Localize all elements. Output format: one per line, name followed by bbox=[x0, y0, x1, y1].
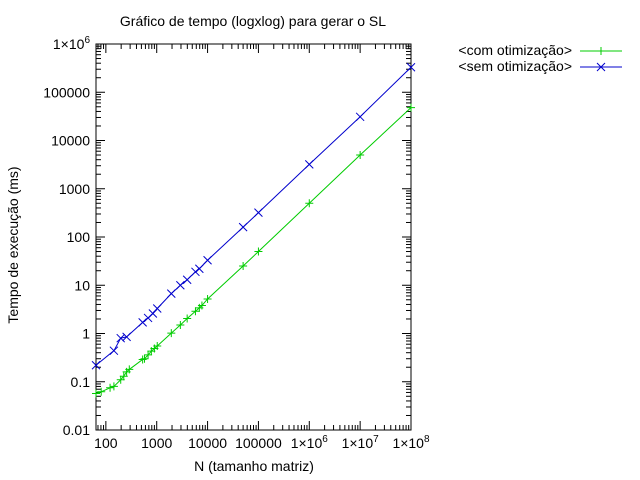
plot-frame bbox=[95, 43, 412, 431]
series-line bbox=[95, 66, 412, 366]
data-point bbox=[152, 304, 162, 313]
data-point bbox=[166, 289, 176, 298]
y-tick-label: 100000 bbox=[43, 84, 90, 100]
data-point bbox=[203, 255, 212, 265]
x-axis: 100 1000 10000 100000 1×106 1×107 1×108 bbox=[94, 44, 430, 451]
chart-title: Gráfico de tempo (logxlog) para gerar o … bbox=[120, 13, 386, 29]
legend-marker bbox=[597, 47, 605, 55]
data-point bbox=[144, 350, 153, 359]
series-layer bbox=[91, 62, 416, 398]
y-tick-label: 0.01 bbox=[63, 422, 90, 438]
data-point bbox=[138, 355, 147, 364]
x-tick-label: 1000 bbox=[141, 435, 172, 451]
data-point bbox=[122, 332, 131, 342]
data-point bbox=[176, 321, 185, 330]
x-axis-label: N (tamanho matriz) bbox=[194, 458, 314, 474]
data-point bbox=[116, 333, 126, 343]
data-point bbox=[407, 103, 415, 112]
y-axis-label: Tempo de execução (ms) bbox=[5, 166, 21, 323]
series-line bbox=[95, 107, 412, 395]
data-point bbox=[167, 329, 176, 338]
data-point bbox=[197, 301, 206, 310]
data-point bbox=[175, 280, 185, 290]
data-point bbox=[183, 314, 192, 323]
x-tick-label: 1×106 bbox=[291, 434, 329, 451]
data-point bbox=[305, 199, 314, 208]
data-point bbox=[119, 372, 128, 381]
data-point bbox=[239, 262, 248, 271]
data-point bbox=[182, 275, 192, 285]
data-point bbox=[304, 160, 314, 169]
data-point bbox=[203, 294, 212, 303]
data-point bbox=[194, 264, 204, 274]
data-point bbox=[254, 208, 263, 217]
x-tick-label: 1×107 bbox=[342, 434, 380, 451]
x-tick-label: 10000 bbox=[188, 435, 227, 451]
x-tick-label: 100 bbox=[94, 435, 118, 451]
data-point bbox=[191, 267, 200, 277]
data-point bbox=[406, 62, 416, 72]
data-point bbox=[106, 383, 115, 392]
legend-marker bbox=[596, 62, 606, 72]
data-point bbox=[92, 389, 100, 398]
y-tick-label: 0.1 bbox=[71, 374, 91, 390]
series-1 bbox=[91, 62, 416, 370]
data-point bbox=[238, 222, 248, 232]
legend-label: <com otimização> bbox=[458, 42, 572, 58]
legend-label: <sem otimização> bbox=[458, 58, 572, 74]
data-point bbox=[138, 318, 148, 327]
x-tick-label: 1×108 bbox=[392, 434, 430, 451]
data-point bbox=[191, 307, 200, 316]
y-axis: 0.01 0.1 1 10 100 1000 10000 100000 1×106 bbox=[43, 35, 411, 438]
data-point bbox=[109, 346, 119, 356]
data-point bbox=[254, 247, 263, 256]
data-point bbox=[140, 354, 149, 363]
data-point bbox=[109, 382, 118, 391]
y-tick-label: 1000 bbox=[59, 181, 90, 197]
data-point bbox=[91, 360, 101, 370]
series-0 bbox=[92, 103, 415, 398]
y-tick-label: 100 bbox=[67, 229, 91, 245]
data-point bbox=[153, 342, 162, 351]
legend: <com otimização><sem otimização> bbox=[458, 42, 622, 74]
y-tick-label: 1 bbox=[82, 326, 90, 342]
y-tick-label: 1×106 bbox=[53, 35, 91, 52]
data-point bbox=[356, 151, 365, 160]
data-point bbox=[125, 365, 134, 374]
y-tick-label: 10000 bbox=[51, 133, 90, 149]
x-tick-label: 100000 bbox=[235, 435, 282, 451]
data-point bbox=[97, 387, 106, 396]
y-tick-label: 10 bbox=[74, 277, 90, 293]
data-point bbox=[355, 112, 365, 122]
